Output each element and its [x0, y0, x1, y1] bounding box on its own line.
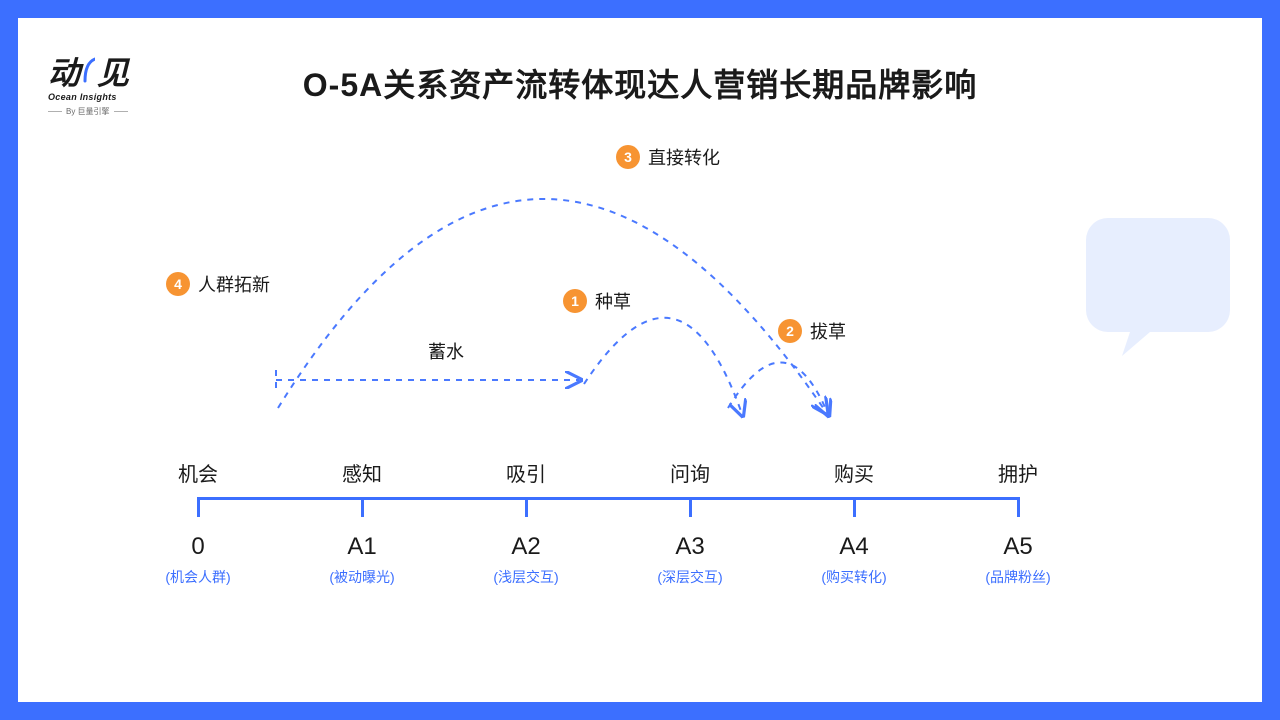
- stage-code: A2: [486, 533, 566, 561]
- stage-labels-row: 机会 感知 吸引 问询 购买 拥护: [158, 458, 1058, 487]
- badge: 3 直接转化: [616, 144, 720, 170]
- stage-name: 拥护: [978, 458, 1058, 487]
- stage-code: A4: [814, 533, 894, 561]
- content-area: 动 见 Ocean Insights By 巨量引擎 O-5A关系资产流转体现达…: [18, 18, 1262, 702]
- desc-labels-row: (机会人群) (被动曝光) (浅层交互) (深层交互) (购买转化) (品牌粉丝): [158, 567, 1058, 587]
- badge: 4 人群拓新: [166, 271, 270, 297]
- dashed-arc: [278, 199, 826, 412]
- axis-tick: [525, 497, 528, 517]
- stage-desc: (被动曝光): [322, 567, 402, 587]
- badge: 2 拔草: [778, 318, 846, 344]
- axis-tick: [853, 497, 856, 517]
- stage-desc: (深层交互): [650, 567, 730, 587]
- stage-desc: (机会人群): [158, 567, 238, 587]
- badge-number-icon: 4: [166, 272, 190, 296]
- stage-name: 购买: [814, 458, 894, 487]
- axis-tick: [361, 497, 364, 517]
- decorative-speech-bubble: [1078, 208, 1238, 368]
- stage-name: 吸引: [486, 458, 566, 487]
- stage-name: 感知: [322, 458, 402, 487]
- stage-code: A1: [322, 533, 402, 561]
- stage-desc: (品牌粉丝): [978, 567, 1058, 587]
- dashed-arc: [728, 362, 828, 414]
- stage-desc: (浅层交互): [486, 567, 566, 587]
- axis-line: [198, 497, 1018, 519]
- badge-number-icon: 3: [616, 145, 640, 169]
- logo-byline: By 巨量引擎: [48, 106, 130, 117]
- badge-text: 人群拓新: [198, 271, 270, 297]
- badge-text: 直接转化: [648, 144, 720, 170]
- arc-overlay: [18, 18, 1262, 702]
- badge-text: 拔草: [810, 318, 846, 344]
- badge-text: 种草: [595, 288, 631, 314]
- axis-tick: [197, 497, 200, 517]
- axis-wrap: 机会 感知 吸引 问询 购买 拥护 0 A1 A2 A3 A4 A5 (机会人群) (被动曝光) (浅层…: [158, 458, 1058, 587]
- axis-tick: [689, 497, 692, 517]
- stage-code: 0: [158, 533, 238, 561]
- stage-name: 机会: [158, 458, 238, 487]
- stage-code: A5: [978, 533, 1058, 561]
- dashed-arc: [584, 318, 742, 414]
- badge-number-icon: 2: [778, 319, 802, 343]
- code-labels-row: 0 A1 A2 A3 A4 A5: [158, 533, 1058, 561]
- arc-label: 蓄水: [428, 338, 464, 364]
- page-title: O-5A关系资产流转体现达人营销长期品牌影响: [18, 60, 1262, 106]
- stage-desc: (购买转化): [814, 567, 894, 587]
- badge-number-icon: 1: [563, 289, 587, 313]
- axis-horizontal: [198, 497, 1018, 500]
- stage-code: A3: [650, 533, 730, 561]
- badge: 1 种草: [563, 288, 631, 314]
- axis-tick: [1017, 497, 1020, 517]
- stage-name: 问询: [650, 458, 730, 487]
